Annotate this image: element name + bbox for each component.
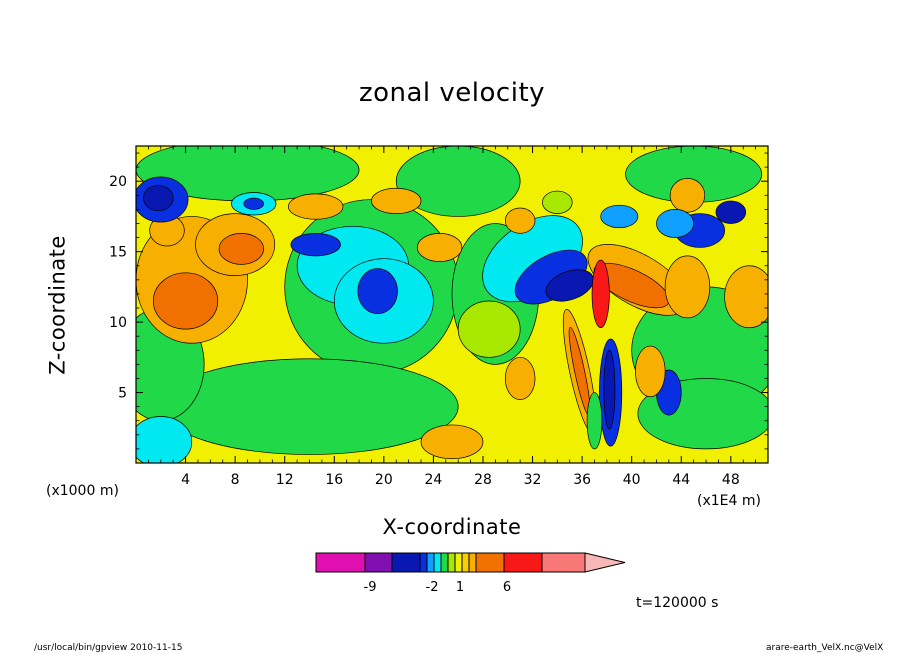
y-tick-label: 10: [109, 315, 127, 331]
chart-title: zonal velocity: [358, 78, 546, 108]
contour-region: [290, 233, 341, 257]
x-tick-label: 24: [424, 472, 442, 488]
contour-region: [715, 200, 747, 224]
x-tick-label: 8: [231, 472, 240, 488]
contour-region: [243, 197, 264, 210]
x-tick-label: 36: [573, 472, 591, 488]
colorbar-swatch: [440, 552, 449, 573]
x-tick-label: 12: [276, 472, 294, 488]
contour-region: [288, 193, 344, 220]
contour-region: [160, 358, 459, 455]
contour-region: [218, 233, 264, 265]
footer-command: /usr/local/bin/gpview 2010-11-15: [34, 643, 183, 653]
contour-region: [664, 255, 711, 319]
y-unit-label: (x1000 m): [46, 483, 119, 499]
colorbar-swatch: [475, 552, 505, 573]
colorbar-label: 6: [503, 580, 511, 595]
contour-region: [357, 268, 398, 315]
colorbar-swatch: [541, 552, 586, 573]
x-tick-label: 40: [623, 472, 641, 488]
contour-region: [152, 272, 219, 330]
contour-region: [420, 424, 484, 460]
x-unit-label: (x1E4 m): [697, 493, 761, 509]
contour-region: [143, 185, 174, 212]
contour-region: [457, 300, 521, 358]
colorbar-swatch: [447, 552, 456, 573]
contour-region: [371, 187, 422, 214]
x-tick-label: 48: [722, 472, 740, 488]
plot-area: [136, 146, 768, 463]
colorbar-swatch: [454, 552, 463, 573]
contour-region: [635, 345, 666, 398]
colorbar-label: 1: [456, 580, 464, 595]
contour-region: [669, 178, 706, 213]
contour-region: [656, 209, 694, 238]
contour-region: [136, 416, 193, 463]
contour-region: [591, 259, 610, 329]
colorbar-swatch: [503, 552, 543, 573]
colorbar-swatch: [391, 552, 421, 573]
x-tick-label: 32: [524, 472, 542, 488]
footer-source: arare-earth_VelX.nc@VelX: [766, 643, 884, 653]
colorbar-arrow: [584, 552, 626, 573]
x-axis-label: X-coordinate: [382, 515, 522, 539]
contour-region: [504, 207, 536, 234]
colorbar-swatch: [426, 552, 435, 573]
colorbar-swatch: [433, 552, 442, 573]
time-label: t=120000 s: [636, 595, 719, 611]
colorbar: -9 -2 1 6: [315, 552, 626, 595]
contour-region: [586, 392, 603, 450]
y-tick-label: 15: [109, 245, 127, 261]
colorbar-swatch: [364, 552, 393, 573]
x-tick-label: 20: [375, 472, 393, 488]
contour-region: [724, 265, 768, 329]
colorbar-swatch: [419, 552, 428, 573]
contour-region: [542, 190, 573, 214]
colorbar-label: -9: [364, 580, 377, 595]
colorbar-swatch: [315, 552, 366, 573]
contour-region: [395, 146, 521, 217]
y-tick-label: 20: [109, 174, 127, 190]
colorbar-label: -2: [426, 580, 439, 595]
plot-frame: [135, 145, 769, 464]
contour-region: [603, 349, 616, 430]
x-tick-label: 4: [181, 472, 190, 488]
colorbar-swatch: [468, 552, 477, 573]
x-tick-label: 16: [325, 472, 343, 488]
x-tick-label: 28: [474, 472, 492, 488]
colorbar-swatch: [461, 552, 470, 573]
contour-region: [600, 204, 639, 229]
y-tick-label: 5: [118, 386, 127, 402]
x-tick-label: 44: [672, 472, 690, 488]
contour-region: [504, 356, 536, 400]
contour-region: [416, 233, 463, 262]
